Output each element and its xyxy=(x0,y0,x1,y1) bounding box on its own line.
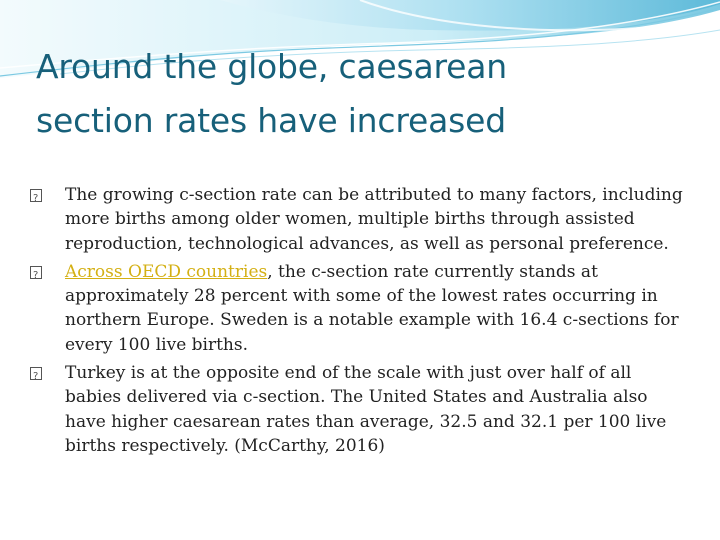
slide-title: Around the globe, caesarean section rate… xyxy=(36,40,696,148)
bullet-text: The growing c-section rate can be attrib… xyxy=(65,185,683,254)
bullet-item-factors: The growing c-section rate can be attrib… xyxy=(30,183,690,256)
bullet-item-turkey: Turkey is at the opposite end of the sca… xyxy=(30,361,690,458)
slide-title-line-2: section rates have increased xyxy=(36,101,506,140)
missing-glyph-box-icon xyxy=(30,187,42,211)
slide-title-line-1: Around the globe, caesarean xyxy=(36,47,508,86)
bullet-text: Turkey is at the opposite end of the sca… xyxy=(65,363,667,456)
bullet-text: , the c-section rate currently stands at… xyxy=(65,261,679,355)
oecd-countries-link[interactable]: Across OECD countries xyxy=(65,261,268,282)
header-wave-decoration xyxy=(0,0,720,78)
bullet-list: The growing c-section rate can be attrib… xyxy=(30,183,690,458)
bullet-item-oecd: Across OECD countries, the c-section rat… xyxy=(30,260,690,357)
missing-glyph-box-icon xyxy=(30,264,42,288)
missing-glyph-box-icon xyxy=(30,365,42,389)
